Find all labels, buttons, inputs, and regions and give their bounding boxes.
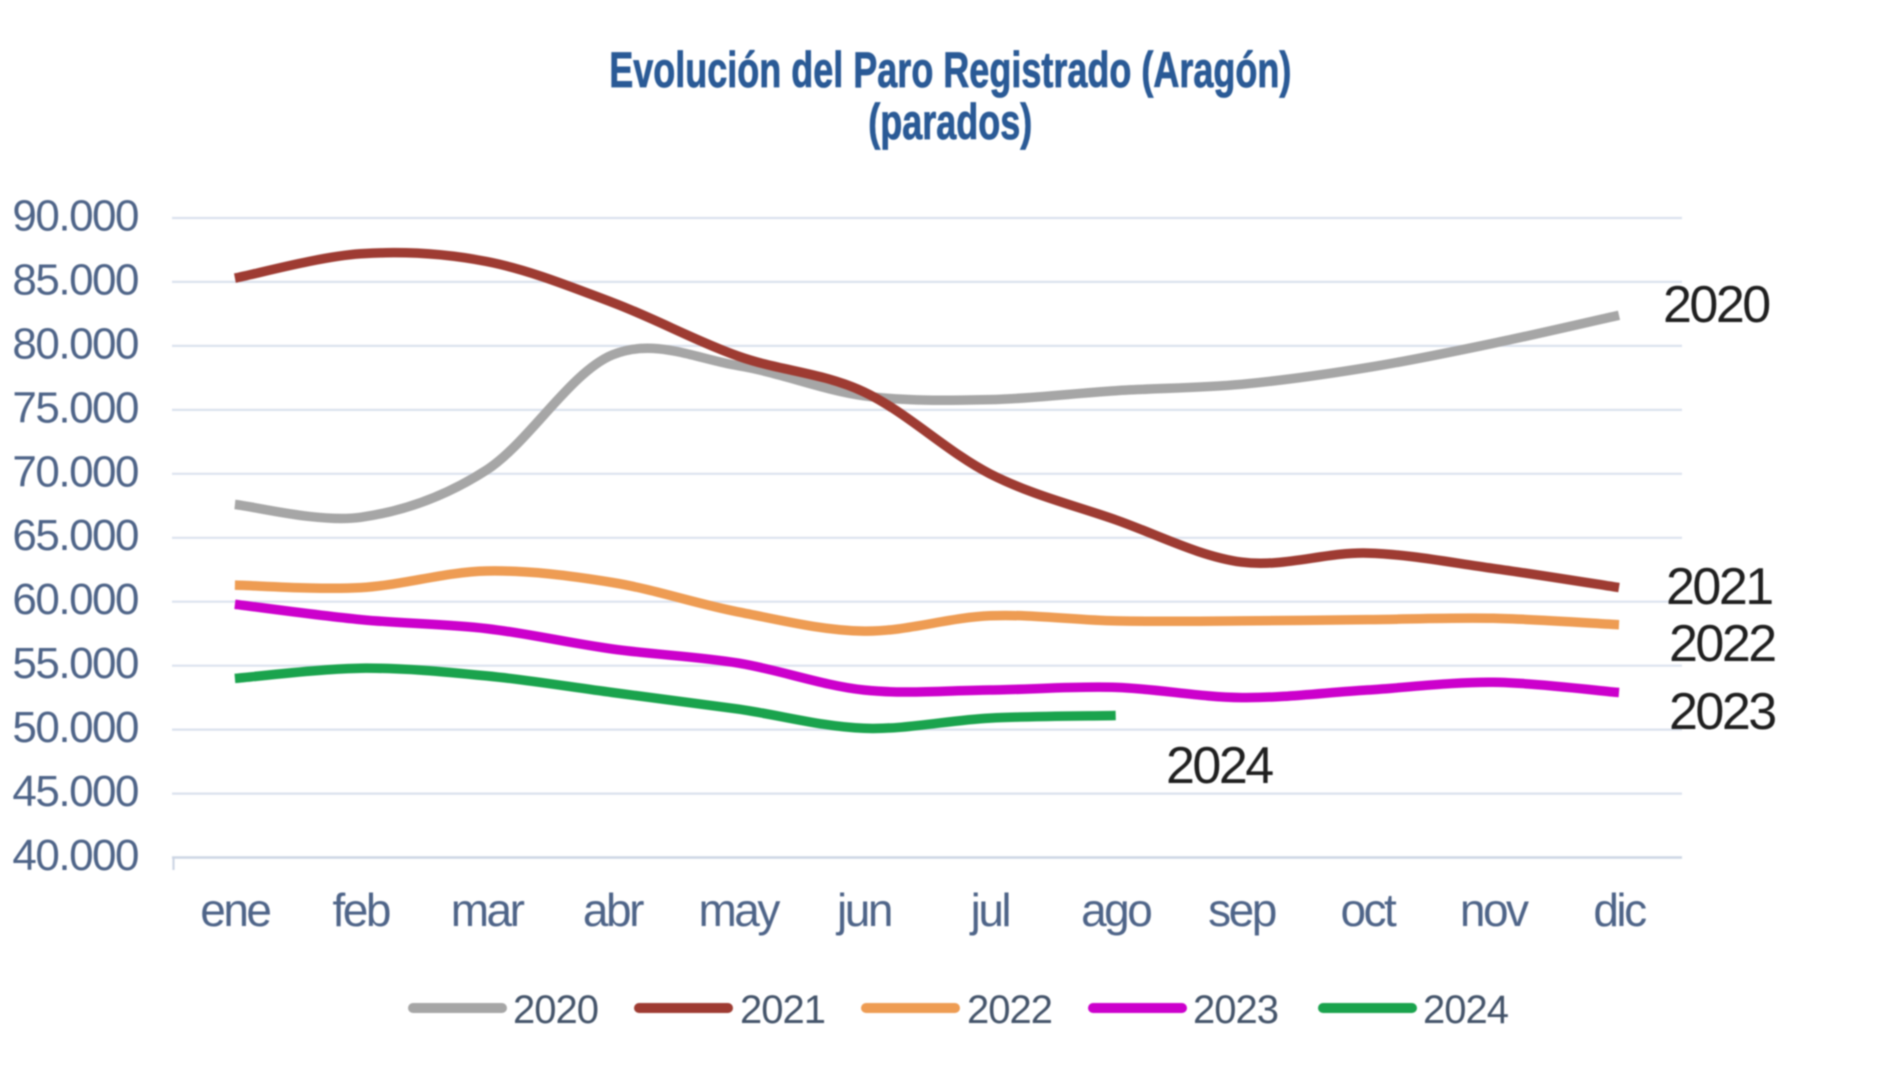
svg-text:65.000: 65.000 bbox=[12, 511, 138, 560]
svg-text:feb: feb bbox=[332, 884, 389, 936]
svg-text:70.000: 70.000 bbox=[12, 447, 138, 496]
svg-text:2020: 2020 bbox=[1663, 276, 1769, 334]
svg-text:jun: jun bbox=[835, 884, 891, 936]
svg-text:ago: ago bbox=[1081, 884, 1151, 936]
svg-text:2024: 2024 bbox=[1166, 737, 1273, 795]
svg-text:abr: abr bbox=[583, 884, 644, 936]
svg-text:2023: 2023 bbox=[1193, 988, 1278, 1032]
svg-text:55.000: 55.000 bbox=[12, 639, 138, 688]
svg-text:2021: 2021 bbox=[740, 988, 825, 1032]
svg-text:sep: sep bbox=[1208, 884, 1276, 936]
svg-text:nov: nov bbox=[1460, 884, 1529, 936]
svg-text:2022: 2022 bbox=[967, 988, 1052, 1032]
svg-text:90.000: 90.000 bbox=[12, 192, 138, 241]
svg-text:75.000: 75.000 bbox=[12, 383, 138, 432]
svg-text:dic: dic bbox=[1593, 884, 1646, 936]
svg-text:80.000: 80.000 bbox=[12, 319, 138, 368]
svg-text:2020: 2020 bbox=[513, 988, 598, 1032]
svg-text:ene: ene bbox=[200, 884, 270, 936]
svg-text:oct: oct bbox=[1340, 884, 1397, 936]
svg-text:may: may bbox=[698, 884, 780, 936]
svg-text:2023: 2023 bbox=[1669, 683, 1775, 741]
svg-text:2021: 2021 bbox=[1666, 558, 1772, 616]
svg-text:2022: 2022 bbox=[1669, 615, 1775, 673]
svg-text:50.000: 50.000 bbox=[12, 703, 138, 752]
svg-text:jul: jul bbox=[969, 884, 1010, 936]
svg-text:2024: 2024 bbox=[1423, 988, 1509, 1032]
svg-text:40.000: 40.000 bbox=[12, 831, 138, 880]
svg-text:85.000: 85.000 bbox=[12, 255, 138, 304]
svg-text:mar: mar bbox=[451, 884, 525, 936]
svg-text:45.000: 45.000 bbox=[12, 767, 138, 816]
svg-text:60.000: 60.000 bbox=[12, 575, 138, 624]
